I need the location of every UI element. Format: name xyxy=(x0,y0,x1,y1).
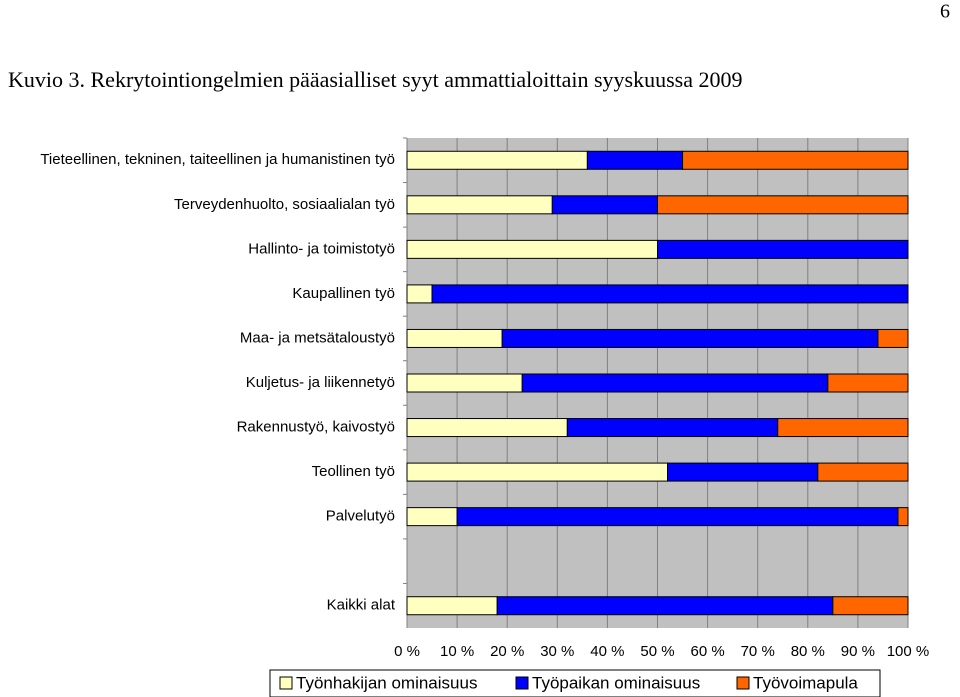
bar-segment xyxy=(496,596,834,616)
bar-segment xyxy=(657,195,909,215)
bar-segment xyxy=(777,418,909,438)
x-tick-label: 80 % xyxy=(791,643,825,660)
x-tick-label: 60 % xyxy=(690,643,724,660)
legend-box xyxy=(269,669,881,697)
bar-segment xyxy=(406,239,658,259)
bar-segment xyxy=(551,195,658,215)
bar-segment xyxy=(406,284,433,304)
page-number: 6 xyxy=(940,1,950,23)
y-tick-label: Terveydenhuolto, sosiaalialan työ xyxy=(174,196,395,213)
legend-label: Työvoimapula xyxy=(753,673,858,692)
bar-segment xyxy=(406,195,553,215)
y-tick-label: Maa- ja metsätaloustyö xyxy=(240,329,395,346)
bar-segment xyxy=(406,507,458,527)
x-tick-label: 20 % xyxy=(490,643,524,660)
x-tick-label: 30 % xyxy=(540,643,574,660)
y-tick-label: Kuljetus- ja liikennetyö xyxy=(246,374,395,391)
bar-segment xyxy=(832,596,909,616)
bar-segment xyxy=(501,328,879,348)
bar-segment xyxy=(817,462,909,482)
bar-segment xyxy=(406,596,498,616)
x-tick-label: 100 % xyxy=(887,643,930,660)
bar-segment xyxy=(406,328,503,348)
bar-segment xyxy=(586,150,684,170)
bar-segment xyxy=(406,373,523,393)
bar-segment xyxy=(406,150,588,170)
y-tick-label: Palvelutyö xyxy=(326,508,395,525)
bar-segment xyxy=(667,462,819,482)
legend-label: Työnhakijan ominaisuus xyxy=(296,673,477,692)
bar-segment xyxy=(682,150,909,170)
bar-segment xyxy=(521,373,829,393)
legend-label: Työpaikan ominaisuus xyxy=(532,673,700,692)
x-tick-label: 40 % xyxy=(590,643,624,660)
bar-segment xyxy=(566,418,779,438)
bar-segment xyxy=(431,284,909,304)
y-tick-label: Kaupallinen työ xyxy=(292,285,395,302)
bar-segment xyxy=(877,328,909,348)
bar-segment xyxy=(456,507,899,527)
bar-segment xyxy=(827,373,909,393)
bar-segment xyxy=(657,239,909,259)
x-tick-label: 90 % xyxy=(841,643,875,660)
legend-swatch xyxy=(736,676,750,690)
y-tick-label: Kaikki alat xyxy=(327,597,396,614)
bar-segment xyxy=(406,418,568,438)
x-tick-label: 10 % xyxy=(440,643,474,660)
chart-title: Kuvio 3. Rekrytointiongelmien pääasialli… xyxy=(8,67,742,92)
legend-swatch xyxy=(515,676,529,690)
bar-segment xyxy=(897,507,909,527)
y-tick-label: Hallinto- ja toimistotyö xyxy=(248,240,395,257)
bar-segment xyxy=(406,462,669,482)
legend-swatch xyxy=(279,676,293,690)
y-tick-label: Rakennustyö, kaivostyö xyxy=(237,419,395,436)
y-tick-label: Tieteellinen, tekninen, taiteellinen ja … xyxy=(40,151,395,168)
y-tick-label: Teollinen työ xyxy=(312,463,395,480)
x-tick-label: 70 % xyxy=(741,643,775,660)
x-tick-label: 50 % xyxy=(640,643,674,660)
x-tick-label: 0 % xyxy=(394,643,420,660)
